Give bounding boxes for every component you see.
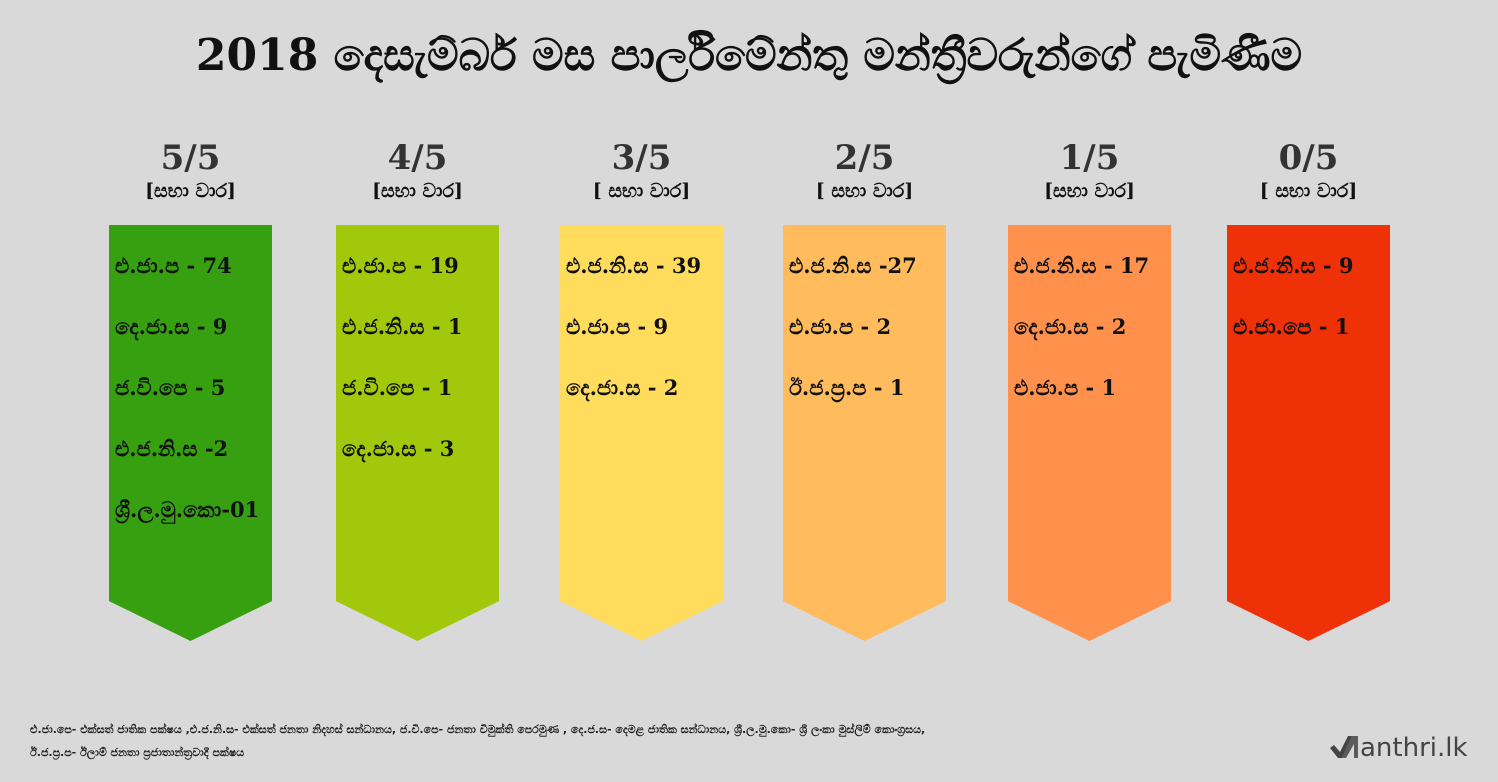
party-count-item: එ.ජ.නි.ස - 1 [342,314,463,339]
party-count-list: එ.ජා.ප - 19 එ.ජ.නි.ස - 1 ජ.වි.පෙ - 1 දෙ.ජා.… [336,225,499,497]
party-banner: එ.ජ.නි.ස - 39 එ.ජා.ප - 9 දෙ.ජා.ස - 2 [560,225,723,641]
attendance-column-0-of-5: 0/5[ සභා වාර] එ.ජ.නි.ස - 9 එ.ජා.පෙ - 1 [1227,138,1390,641]
party-banner: එ.ජා.ප - 19 එ.ජ.නි.ස - 1 ජ.වි.පෙ - 1 දෙ.ජා.… [336,225,499,641]
attendance-column-4-of-5: 4/5 [සභා වාර] එ.ජා.ප - 19 එ.ජ.නි.ස - 1 ජ.වි.… [336,138,499,641]
page-title: 2018 දෙසැම්බර් මස පාර්ලිමේන්තු මන්ත්‍රීව… [195,30,1303,81]
sessions-label: [ සභා වාර] [815,180,914,202]
footnote-line-1: එ.ජා.පෙ- එක්සත් ජාතික පක්ෂය ,එ.ජ.නි.ස- එ… [30,723,926,736]
party-count-item: දෙ.ජා.ස - 2 [1014,314,1127,339]
sessions-label: [ සභා වාර] [1259,180,1358,202]
attendance-column-5-of-5: 5/5 [සභා වාර] එ.ජා.ප - 74 දෙ.ජා.ස - 9 ජ.වි.ප… [109,138,272,641]
party-count-item: එ.ජා.ප - 19 [342,253,459,278]
party-count-item: ශ්‍රී.ල.මු.කො-01 [115,497,260,522]
party-count-list: එ.ජ.නි.ස - 9 එ.ජා.පෙ - 1 [1227,225,1390,375]
attendance-score: 0/5 [1278,138,1339,178]
footnote-line-2: ඊ.ජ.ප්‍ර.ප- ඊලාම් ජනතා ප්‍රජාතාන්ත්‍රවාද… [30,746,245,759]
attendance-score: 1/5 [1059,138,1120,178]
attendance-column-2-of-5: 2/5[ සභා වාර] එ.ජ.නි.ස -27 එ.ජා.ප - 2 ඊ.ජ.ප… [783,138,946,641]
party-count-list: එ.ජා.ප - 74 දෙ.ජා.ස - 9 ජ.වි.පෙ - 5 එ.ජ.නි.… [109,225,272,558]
party-count-list: එ.ජ.නි.ස - 17 දෙ.ජා.ස - 2 එ.ජා.ප - 1 [1008,225,1171,436]
party-banner: එ.ජ.නි.ස -27 එ.ජා.ප - 2 ඊ.ජ.ප්‍ර.ප - 1 [783,225,946,641]
party-count-item: එ.ජ.නි.ස - 17 [1014,253,1150,278]
party-count-list: එ.ජ.නි.ස -27 එ.ජා.ප - 2 ඊ.ජ.ප්‍ර.ප - 1 [783,225,946,436]
party-banner: එ.ජ.නි.ස - 9 එ.ජා.පෙ - 1 [1227,225,1390,641]
attendance-score: 4/5 [387,138,448,178]
party-count-item: එ.ජ.නි.ස -27 [789,253,917,278]
logo-text: anthri.lk [1360,733,1468,763]
party-count-item: ජ.වි.පෙ - 1 [342,375,453,400]
manthri-logo[interactable]: anthri.lk [1328,728,1470,762]
party-count-item: දෙ.ජා.ස - 9 [115,314,228,339]
sessions-label: [සභා වාර] [145,180,236,202]
party-count-item: දෙ.ජා.ස - 2 [566,375,679,400]
abbreviation-footnote: එ.ජා.පෙ- එක්සත් ජාතික පක්ෂය ,එ.ජ.නි.ස- එ… [30,718,1230,764]
party-count-item: එ.ජා.ප - 1 [1014,375,1117,400]
sessions-label: [ සභා වාර] [592,180,691,202]
attendance-score: 2/5 [834,138,895,178]
attendance-score: 5/5 [160,138,221,178]
sessions-label: [සභා වාර] [1044,180,1135,202]
party-count-item: එ.ජා.පෙ - 1 [1233,314,1350,339]
attendance-column-3-of-5: 3/5[ සභා වාර] එ.ජ.නි.ස - 39 එ.ජා.ප - 9 දෙ.ජ… [560,138,723,641]
sessions-label: [සභා වාර] [372,180,463,202]
attendance-column-1-of-5: 1/5 [සභා වාර] එ.ජ.නි.ස - 17 දෙ.ජා.ස - 2 එ.ජා… [1008,138,1171,641]
party-count-item: දෙ.ජා.ස - 3 [342,436,455,461]
manthri-check-logo-icon [1330,736,1358,758]
attendance-score: 3/5 [611,138,672,178]
party-count-item: එ.ජා.ප - 74 [115,253,232,278]
party-count-item: එ.ජ.නි.ස - 39 [566,253,702,278]
party-count-item: එ.ජා.ප - 9 [566,314,669,339]
party-count-item: ජ.වි.පෙ - 5 [115,375,226,400]
party-count-item: එ.ජා.ප - 2 [789,314,892,339]
party-count-list: එ.ජ.නි.ස - 39 එ.ජා.ප - 9 දෙ.ජා.ස - 2 [560,225,723,436]
party-banner: එ.ජා.ප - 74 දෙ.ජා.ස - 9 ජ.වි.පෙ - 5 එ.ජ.නි.… [109,225,272,641]
party-count-item: ඊ.ජ.ප්‍ර.ප - 1 [789,375,905,400]
party-count-item: එ.ජ.නි.ස -2 [115,436,229,461]
party-count-item: එ.ජ.නි.ස - 9 [1233,253,1354,278]
party-banner: එ.ජ.නි.ස - 17 දෙ.ජා.ස - 2 එ.ජා.ප - 1 [1008,225,1171,641]
